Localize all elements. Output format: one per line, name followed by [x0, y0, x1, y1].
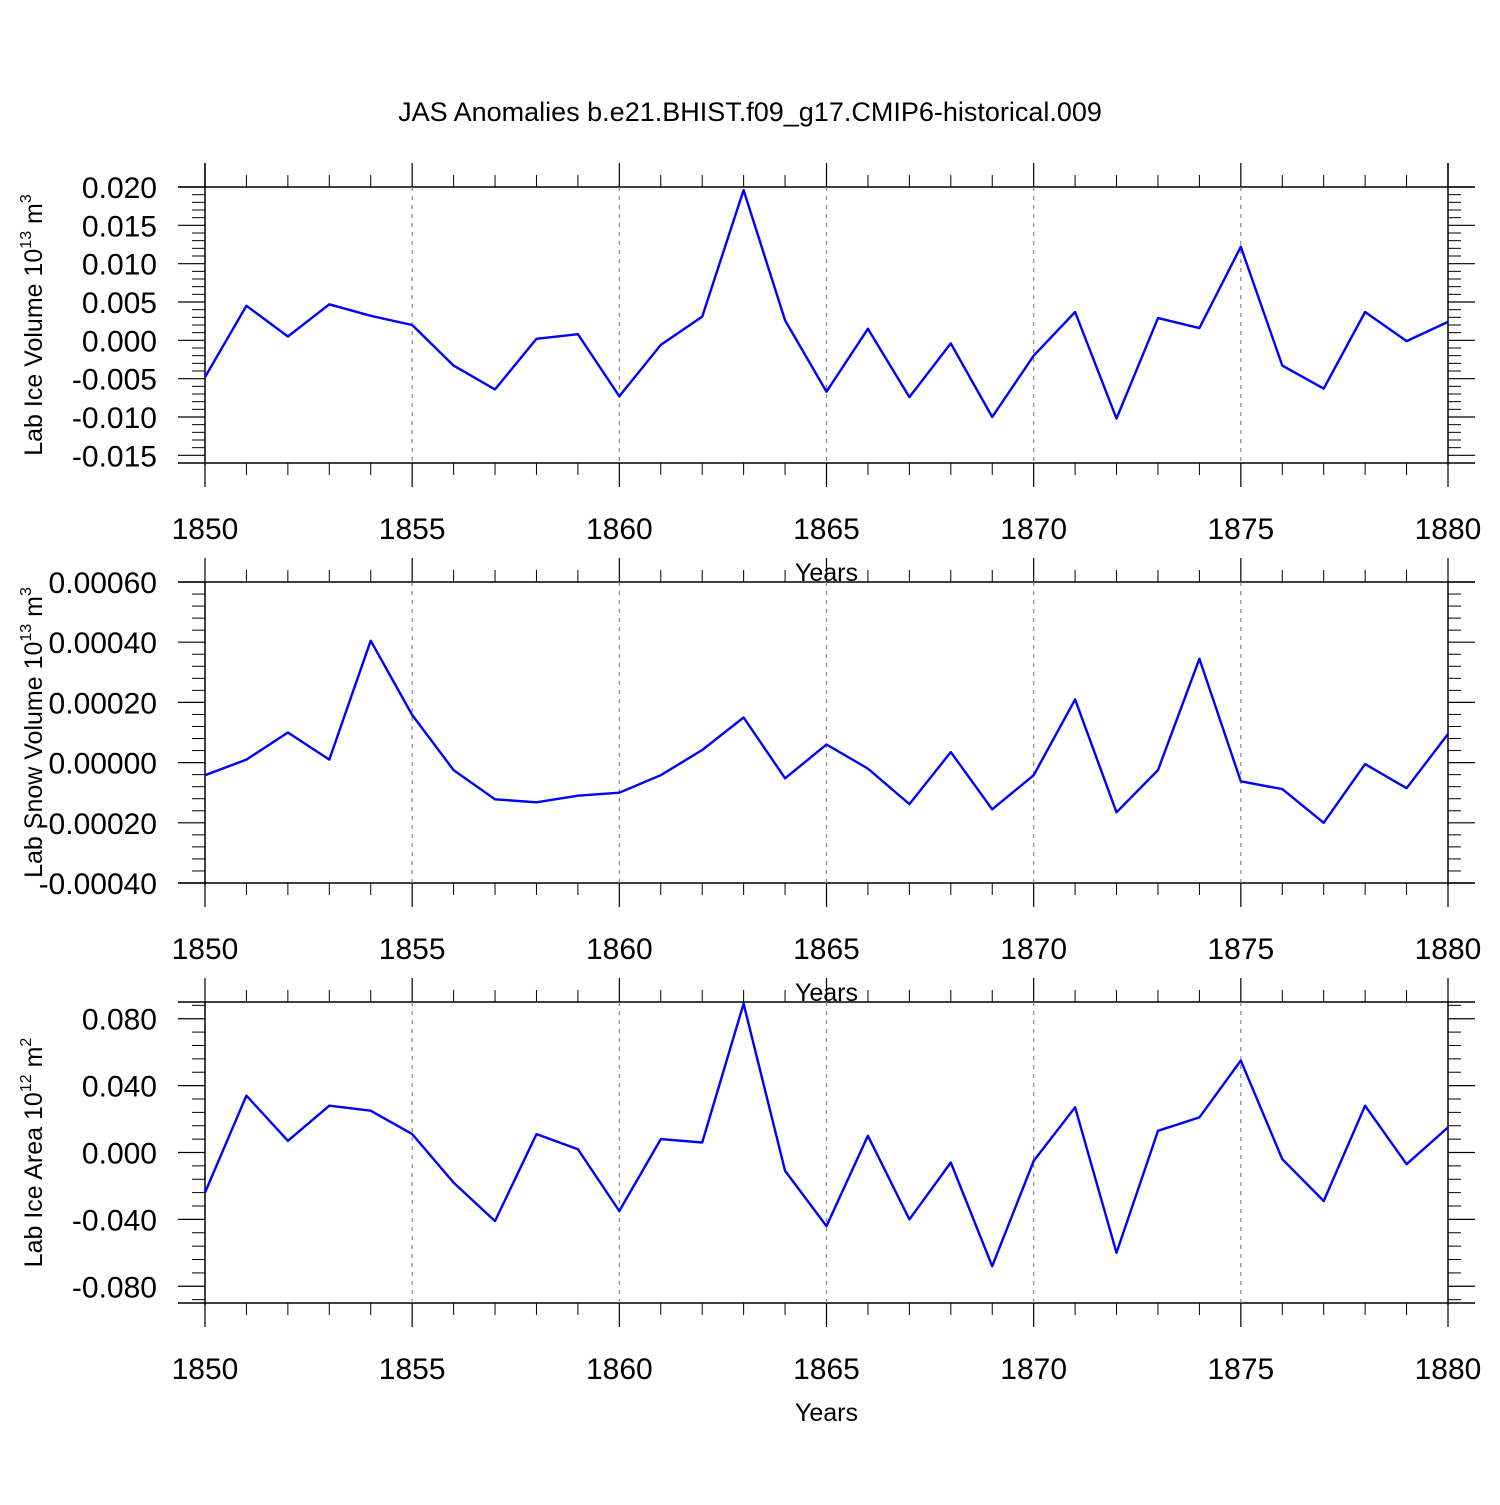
x-axis-label: Years — [795, 1399, 858, 1427]
x-tick-label: 1860 — [586, 1353, 653, 1386]
x-tick-label: 1870 — [1000, 1353, 1067, 1386]
y-axis-label: Lab Ice Volume 1013 m3 — [18, 194, 48, 456]
y-tick-label: 0.00040 — [49, 627, 157, 660]
y-tick-label: 0.00000 — [49, 748, 157, 781]
x-tick-label: 1855 — [379, 933, 446, 966]
chart-panel-2: 1850 1855 1860 1865 1870 1875 1880 0.00060 0.000… — [18, 558, 1481, 1007]
y-tick-label: -0.005 — [72, 364, 157, 397]
x-tick-label: 1865 — [793, 1353, 860, 1386]
y-tick-label: 0.020 — [82, 172, 157, 205]
chart-panel-3: 1850 1855 1860 1865 1870 1875 1880 0.080 0.040 0.… — [18, 978, 1481, 1427]
y-tick-label: -0.00040 — [39, 868, 157, 901]
y-tick-label: 0.080 — [82, 1004, 157, 1037]
x-tick-label: 1875 — [1207, 513, 1274, 546]
x-tick-label: 1850 — [172, 513, 239, 546]
x-tick-label: 1865 — [793, 513, 860, 546]
y-tick-label: 0.00020 — [49, 687, 157, 720]
y-tick-label: 0.000 — [82, 1138, 157, 1171]
x-tick-label: 1880 — [1415, 933, 1482, 966]
y-tick-label: 0.00060 — [49, 567, 157, 600]
y-tick-label: 0.010 — [82, 249, 157, 282]
x-tick-label: 1850 — [172, 1353, 239, 1386]
y-tick-label: 0.000 — [82, 325, 157, 358]
x-tick-label: 1880 — [1415, 1353, 1482, 1386]
y-tick-label: 0.005 — [82, 287, 157, 320]
y-tick-label: -0.00020 — [39, 808, 157, 841]
y-tick-label: 0.040 — [82, 1071, 157, 1104]
x-tick-label: 1855 — [379, 1353, 446, 1386]
y-tick-label: -0.015 — [72, 440, 157, 473]
x-tick-label: 1860 — [586, 933, 653, 966]
x-tick-label: 1860 — [586, 513, 653, 546]
y-axis-label: Lab Ice Area 1012 m2 — [18, 1038, 48, 1268]
x-tick-label: 1880 — [1415, 513, 1482, 546]
x-tick-label: 1870 — [1000, 933, 1067, 966]
x-tick-label: 1875 — [1207, 933, 1274, 966]
y-axis-label: Lab Snow Volume 1013 m3 — [18, 587, 48, 878]
x-tick-label: 1855 — [379, 513, 446, 546]
page-title: JAS Anomalies b.e21.BHIST.f09_g17.CMIP6-… — [398, 97, 1102, 127]
chart-panel-1: 1850 1855 1860 1865 1870 1875 1880 0.020 0.015 0.… — [18, 163, 1481, 587]
x-tick-label: 1870 — [1000, 513, 1067, 546]
y-tick-label: 0.015 — [82, 210, 157, 243]
x-tick-label: 1865 — [793, 933, 860, 966]
series-line — [204, 639, 1449, 824]
series-line — [203, 1002, 1449, 1268]
y-tick-label: -0.040 — [72, 1204, 157, 1237]
x-tick-label: 1850 — [172, 933, 239, 966]
y-tick-label: -0.080 — [72, 1271, 157, 1304]
series-line — [203, 188, 1449, 420]
y-tick-label: -0.010 — [72, 402, 157, 435]
x-tick-label: 1875 — [1207, 1353, 1274, 1386]
